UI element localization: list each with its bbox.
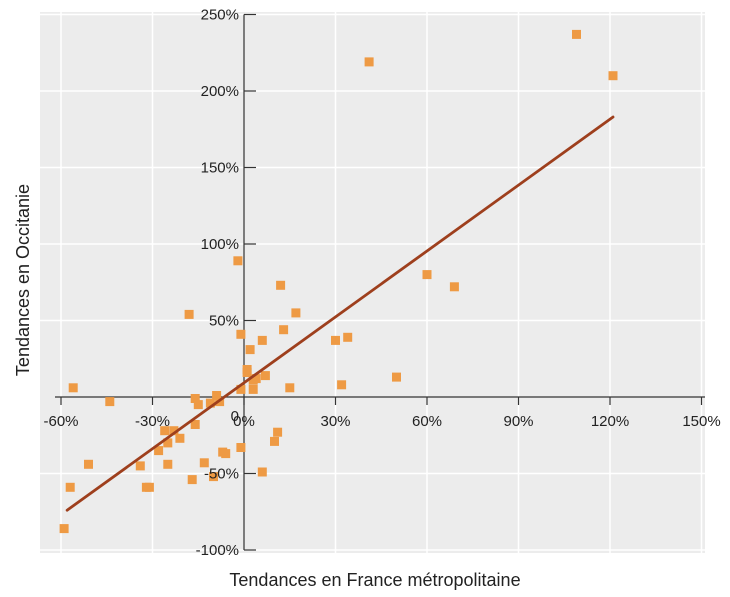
data-point [144,482,154,492]
data-point [337,380,347,390]
data-point [236,384,246,394]
y-axis-title: Tendances en Occitanie [13,184,33,376]
x-tick-label: 30% [320,413,350,430]
data-point [190,394,200,403]
data-point [251,374,261,384]
data-point [233,256,243,266]
data-point [236,443,246,452]
data-point [257,467,267,477]
data-point [343,332,353,342]
data-point [279,325,289,335]
data-point [59,524,69,534]
data-point [199,458,209,468]
data-point [260,371,270,381]
data-point [608,71,618,81]
data-point [273,427,283,437]
plot-area [40,12,705,553]
gridlines [40,12,705,553]
data-point [190,420,200,429]
data-point [331,335,340,345]
y-tick-label: 200% [201,83,239,100]
x-tick-label: 0% [233,413,255,430]
data-point [245,345,255,355]
data-point [449,282,459,292]
x-tick-label: 120% [591,413,629,430]
data-point [364,57,374,67]
data-point [276,280,286,290]
data-point [169,426,179,436]
y-tick-label: -50% [204,466,239,483]
y-tick-label: 100% [201,236,239,253]
data-point [184,309,194,319]
data-point [65,482,75,492]
data-point [572,29,581,39]
x-tick-label: -60% [43,413,78,430]
x-tick-label: 90% [503,413,533,430]
data-point [285,383,295,393]
data-point [270,436,279,446]
data-point [84,459,93,469]
data-point [221,449,231,459]
x-axis-title: Tendances en France métropolitaine [229,570,520,590]
data-point [291,308,301,318]
data-point [193,400,203,410]
data-point [160,426,170,436]
data-point [392,372,401,382]
y-tick-label: 50% [209,313,239,330]
x-tick-label: -30% [135,413,170,430]
trend-line-group [65,115,615,512]
data-point [175,433,185,443]
data-point [135,461,145,471]
data-point [163,438,173,448]
y-tick-label: 150% [201,160,239,177]
data-point [68,383,78,393]
data-point [187,475,197,485]
data-point [248,384,258,394]
data-point [205,398,215,408]
data-point [163,459,173,469]
data-point [154,446,164,456]
data-point [236,329,246,339]
axes [55,13,705,551]
data-point [212,391,222,400]
trend-line [65,115,615,512]
data-point [422,270,432,280]
y-tick-label: -100% [196,542,239,559]
tick-labels: -60% -30% 0% 30% 60% 90% 120% 150% -100% -50% 0 50%… [43,7,720,560]
y-tick-label: 0 [231,408,239,425]
data-point [209,472,218,482]
data-point [105,397,115,407]
data-point [242,368,252,377]
data-point [257,335,267,345]
y-tick-label: 250% [201,7,239,24]
x-tick-label: 60% [412,413,442,430]
x-tick-label: 150% [682,413,720,430]
